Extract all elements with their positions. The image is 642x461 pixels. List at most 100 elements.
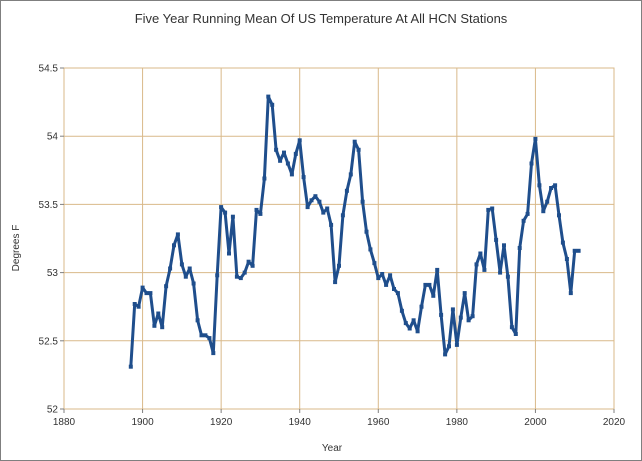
data-point (179, 262, 184, 267)
data-point (191, 281, 196, 286)
data-point (505, 274, 510, 279)
data-point (541, 209, 546, 214)
data-point (395, 291, 400, 296)
data-point (454, 342, 459, 347)
data-point (533, 136, 538, 141)
data-point (152, 323, 157, 328)
data-point (403, 321, 408, 326)
y-axis-label: Degrees F (11, 225, 22, 272)
y-tick-label: 53.5 (39, 200, 59, 211)
data-point (474, 262, 479, 267)
data-point (498, 270, 503, 275)
x-tick-label: 1880 (53, 417, 76, 428)
data-point (293, 151, 298, 156)
data-point (258, 211, 263, 216)
y-tick-label: 54.5 (39, 64, 59, 75)
x-tick-label: 1920 (210, 417, 233, 428)
data-point (568, 291, 573, 296)
data-point (399, 308, 404, 313)
data-point (521, 218, 526, 223)
data-point (486, 207, 491, 212)
x-axis-label: Year (322, 443, 343, 454)
data-point (164, 284, 169, 289)
data-point (450, 307, 455, 312)
series-points (128, 94, 581, 369)
data-point (211, 351, 216, 356)
data-point (415, 329, 420, 334)
data-point (195, 318, 200, 323)
data-point (423, 282, 428, 287)
data-point (427, 282, 432, 287)
data-point (227, 251, 231, 256)
data-point (392, 287, 396, 291)
data-point (529, 161, 534, 166)
data-point (285, 161, 290, 166)
x-axis-ticks: 1880 1900 1920 1940 1960 1980 2000 2020 (53, 409, 626, 428)
data-point (219, 205, 224, 210)
data-point (203, 333, 208, 338)
data-point (282, 150, 286, 155)
data-point (301, 175, 306, 180)
plot-area (63, 67, 615, 410)
data-point (560, 240, 565, 245)
data-point (478, 251, 483, 256)
data-point (329, 222, 334, 227)
data-point (274, 147, 279, 152)
x-tick-label: 1960 (367, 417, 390, 428)
data-point (187, 266, 192, 271)
data-point (278, 158, 283, 163)
data-point (435, 267, 440, 272)
data-point (364, 229, 369, 234)
data-point (352, 139, 357, 144)
data-point (368, 247, 373, 252)
data-point (309, 198, 314, 203)
data-point (250, 263, 255, 268)
data-point (207, 336, 212, 341)
data-point (411, 318, 416, 323)
data-point (360, 199, 365, 204)
data-point (230, 214, 235, 219)
grid-lines (63, 67, 615, 410)
data-point (407, 326, 412, 331)
data-point (439, 312, 444, 317)
data-point (517, 246, 522, 250)
data-point (297, 138, 302, 143)
x-tick-label: 2000 (524, 417, 547, 428)
data-point (132, 302, 137, 306)
data-point (525, 211, 530, 216)
data-point (564, 257, 569, 261)
data-point (168, 266, 173, 271)
data-point (223, 210, 228, 215)
data-point (356, 147, 361, 152)
y-tick-label: 52 (47, 405, 59, 416)
data-point (128, 364, 133, 369)
data-point (553, 183, 558, 188)
data-point (482, 267, 487, 272)
data-point (545, 199, 550, 204)
data-point (447, 344, 451, 349)
data-point (254, 207, 259, 212)
data-point (215, 273, 220, 278)
data-point (172, 243, 176, 248)
data-point (513, 332, 518, 336)
data-point (572, 248, 577, 253)
data-point (549, 186, 554, 190)
data-point (140, 285, 145, 290)
data-point (266, 94, 271, 99)
data-point (317, 199, 322, 204)
data-point (509, 325, 514, 330)
data-point (340, 213, 345, 218)
x-tick-label: 2020 (603, 417, 626, 428)
y-tick-label: 54 (47, 132, 59, 143)
data-point (557, 213, 561, 218)
x-tick-label: 1940 (289, 417, 312, 428)
data-point (175, 232, 180, 237)
data-point (348, 172, 353, 177)
data-point (289, 172, 294, 177)
data-point (270, 102, 275, 107)
data-point (333, 280, 338, 285)
y-tick-label: 53 (47, 268, 59, 279)
data-point (372, 261, 377, 266)
data-point (344, 188, 349, 193)
